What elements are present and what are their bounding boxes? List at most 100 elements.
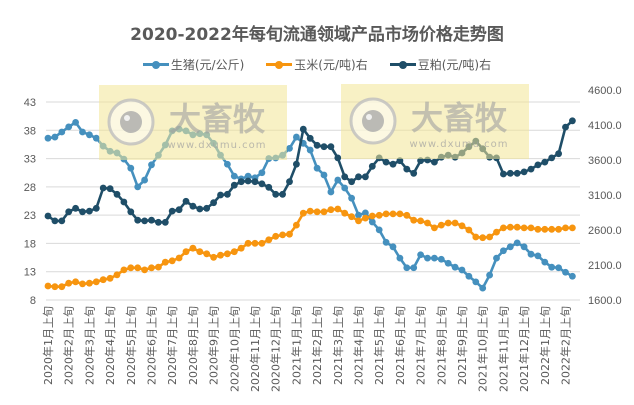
data-point	[196, 248, 204, 256]
left-tick-label: 43	[24, 97, 36, 109]
data-point	[334, 205, 342, 213]
x-tick-label: 2020年11月上旬	[248, 306, 262, 392]
legend-item-corn[interactable]: 玉米(元/吨)右	[266, 56, 368, 73]
data-point	[513, 169, 521, 177]
data-point	[327, 206, 335, 214]
data-point	[99, 184, 107, 192]
data-point	[396, 210, 404, 218]
series-lines	[44, 117, 576, 292]
data-point	[548, 154, 556, 162]
x-tick-label: 2020年6月上旬	[145, 306, 159, 385]
data-point	[258, 180, 266, 188]
data-point	[569, 272, 576, 280]
data-point	[362, 209, 369, 217]
data-point	[506, 169, 514, 177]
x-tick-label: 2021年6月上旬	[393, 306, 407, 385]
watermark: 大畜牧 www.dxumu.com	[341, 84, 529, 159]
data-point	[148, 264, 155, 272]
data-point	[306, 134, 314, 142]
data-point	[65, 123, 73, 131]
data-point	[472, 233, 480, 241]
data-point	[520, 168, 528, 176]
data-point	[141, 217, 149, 225]
data-point	[500, 224, 507, 232]
x-tick-label: 2020年7月上旬	[165, 306, 179, 385]
data-point	[106, 185, 114, 193]
data-point	[375, 211, 383, 219]
data-point	[258, 169, 266, 177]
data-point	[161, 258, 169, 266]
data-point	[265, 236, 273, 244]
x-tick-label: 2021年12月上旬	[517, 306, 531, 392]
data-point	[44, 212, 52, 220]
left-tick-label: 38	[24, 125, 36, 137]
data-point	[217, 191, 224, 199]
data-point	[65, 279, 73, 287]
x-tick-label: 2020年10月上旬	[227, 306, 241, 392]
data-point	[534, 225, 542, 233]
data-point	[431, 224, 438, 232]
data-point	[382, 158, 390, 166]
data-point	[355, 173, 362, 181]
data-point	[541, 158, 549, 166]
data-point	[189, 244, 197, 252]
data-point	[527, 224, 535, 232]
data-point	[272, 190, 280, 198]
data-point	[86, 207, 93, 215]
eye-glint-icon	[124, 115, 130, 121]
data-point	[189, 202, 197, 210]
legend-item-pig[interactable]: 生猪(元/公斤)	[142, 56, 244, 73]
x-tick-label: 2020年12月上旬	[269, 306, 283, 392]
data-point	[548, 225, 556, 233]
data-point	[417, 217, 424, 225]
data-point	[286, 178, 293, 186]
data-point	[348, 178, 355, 186]
data-point	[486, 271, 493, 279]
data-point	[327, 188, 335, 196]
data-point	[527, 165, 535, 173]
data-point	[403, 165, 411, 173]
data-point	[334, 154, 342, 162]
x-tick-label: 2021年9月上旬	[455, 306, 469, 385]
data-point	[168, 257, 176, 265]
legend-item-soymeal[interactable]: 豆粕(元/吨)右	[389, 56, 491, 73]
data-point	[141, 266, 149, 274]
left-tick-label: 13	[24, 267, 36, 279]
data-point	[265, 183, 273, 191]
data-point	[148, 216, 155, 224]
x-tick-label: 2020年3月上旬	[82, 306, 96, 385]
watermark: 大畜牧 www.dxumu.com	[99, 85, 287, 160]
data-point	[348, 213, 355, 221]
data-point	[182, 248, 190, 256]
data-point	[293, 133, 300, 141]
data-point	[134, 183, 142, 191]
right-tick-label: 3600.0	[588, 155, 622, 167]
data-point	[92, 204, 100, 212]
data-point	[51, 217, 59, 225]
data-point	[451, 219, 459, 227]
left-axis-ticks: 8 13 18 23 28 33 38 43	[24, 97, 36, 307]
data-point	[362, 214, 369, 222]
x-tick-label: 2020年5月上旬	[124, 306, 138, 385]
data-point	[161, 218, 169, 226]
data-point	[472, 278, 480, 286]
data-point	[341, 173, 349, 181]
data-point	[493, 228, 500, 236]
data-point	[251, 239, 259, 247]
data-point	[44, 134, 52, 142]
data-point	[127, 164, 135, 172]
data-point	[148, 161, 155, 169]
data-point	[444, 259, 452, 267]
watermark-brand: 大畜牧	[169, 100, 266, 138]
data-point	[286, 144, 293, 152]
data-point	[244, 239, 252, 247]
data-point	[79, 208, 86, 216]
left-tick-label: 33	[24, 154, 36, 166]
data-point	[382, 210, 390, 218]
watermarks: 大畜牧 www.dxumu.com 大畜牧 www.dxumu.com	[99, 84, 529, 160]
data-point	[465, 272, 473, 280]
data-point	[355, 211, 362, 219]
x-tick-label: 2020年9月上旬	[207, 306, 221, 385]
data-point	[320, 143, 328, 151]
data-point	[548, 263, 556, 271]
